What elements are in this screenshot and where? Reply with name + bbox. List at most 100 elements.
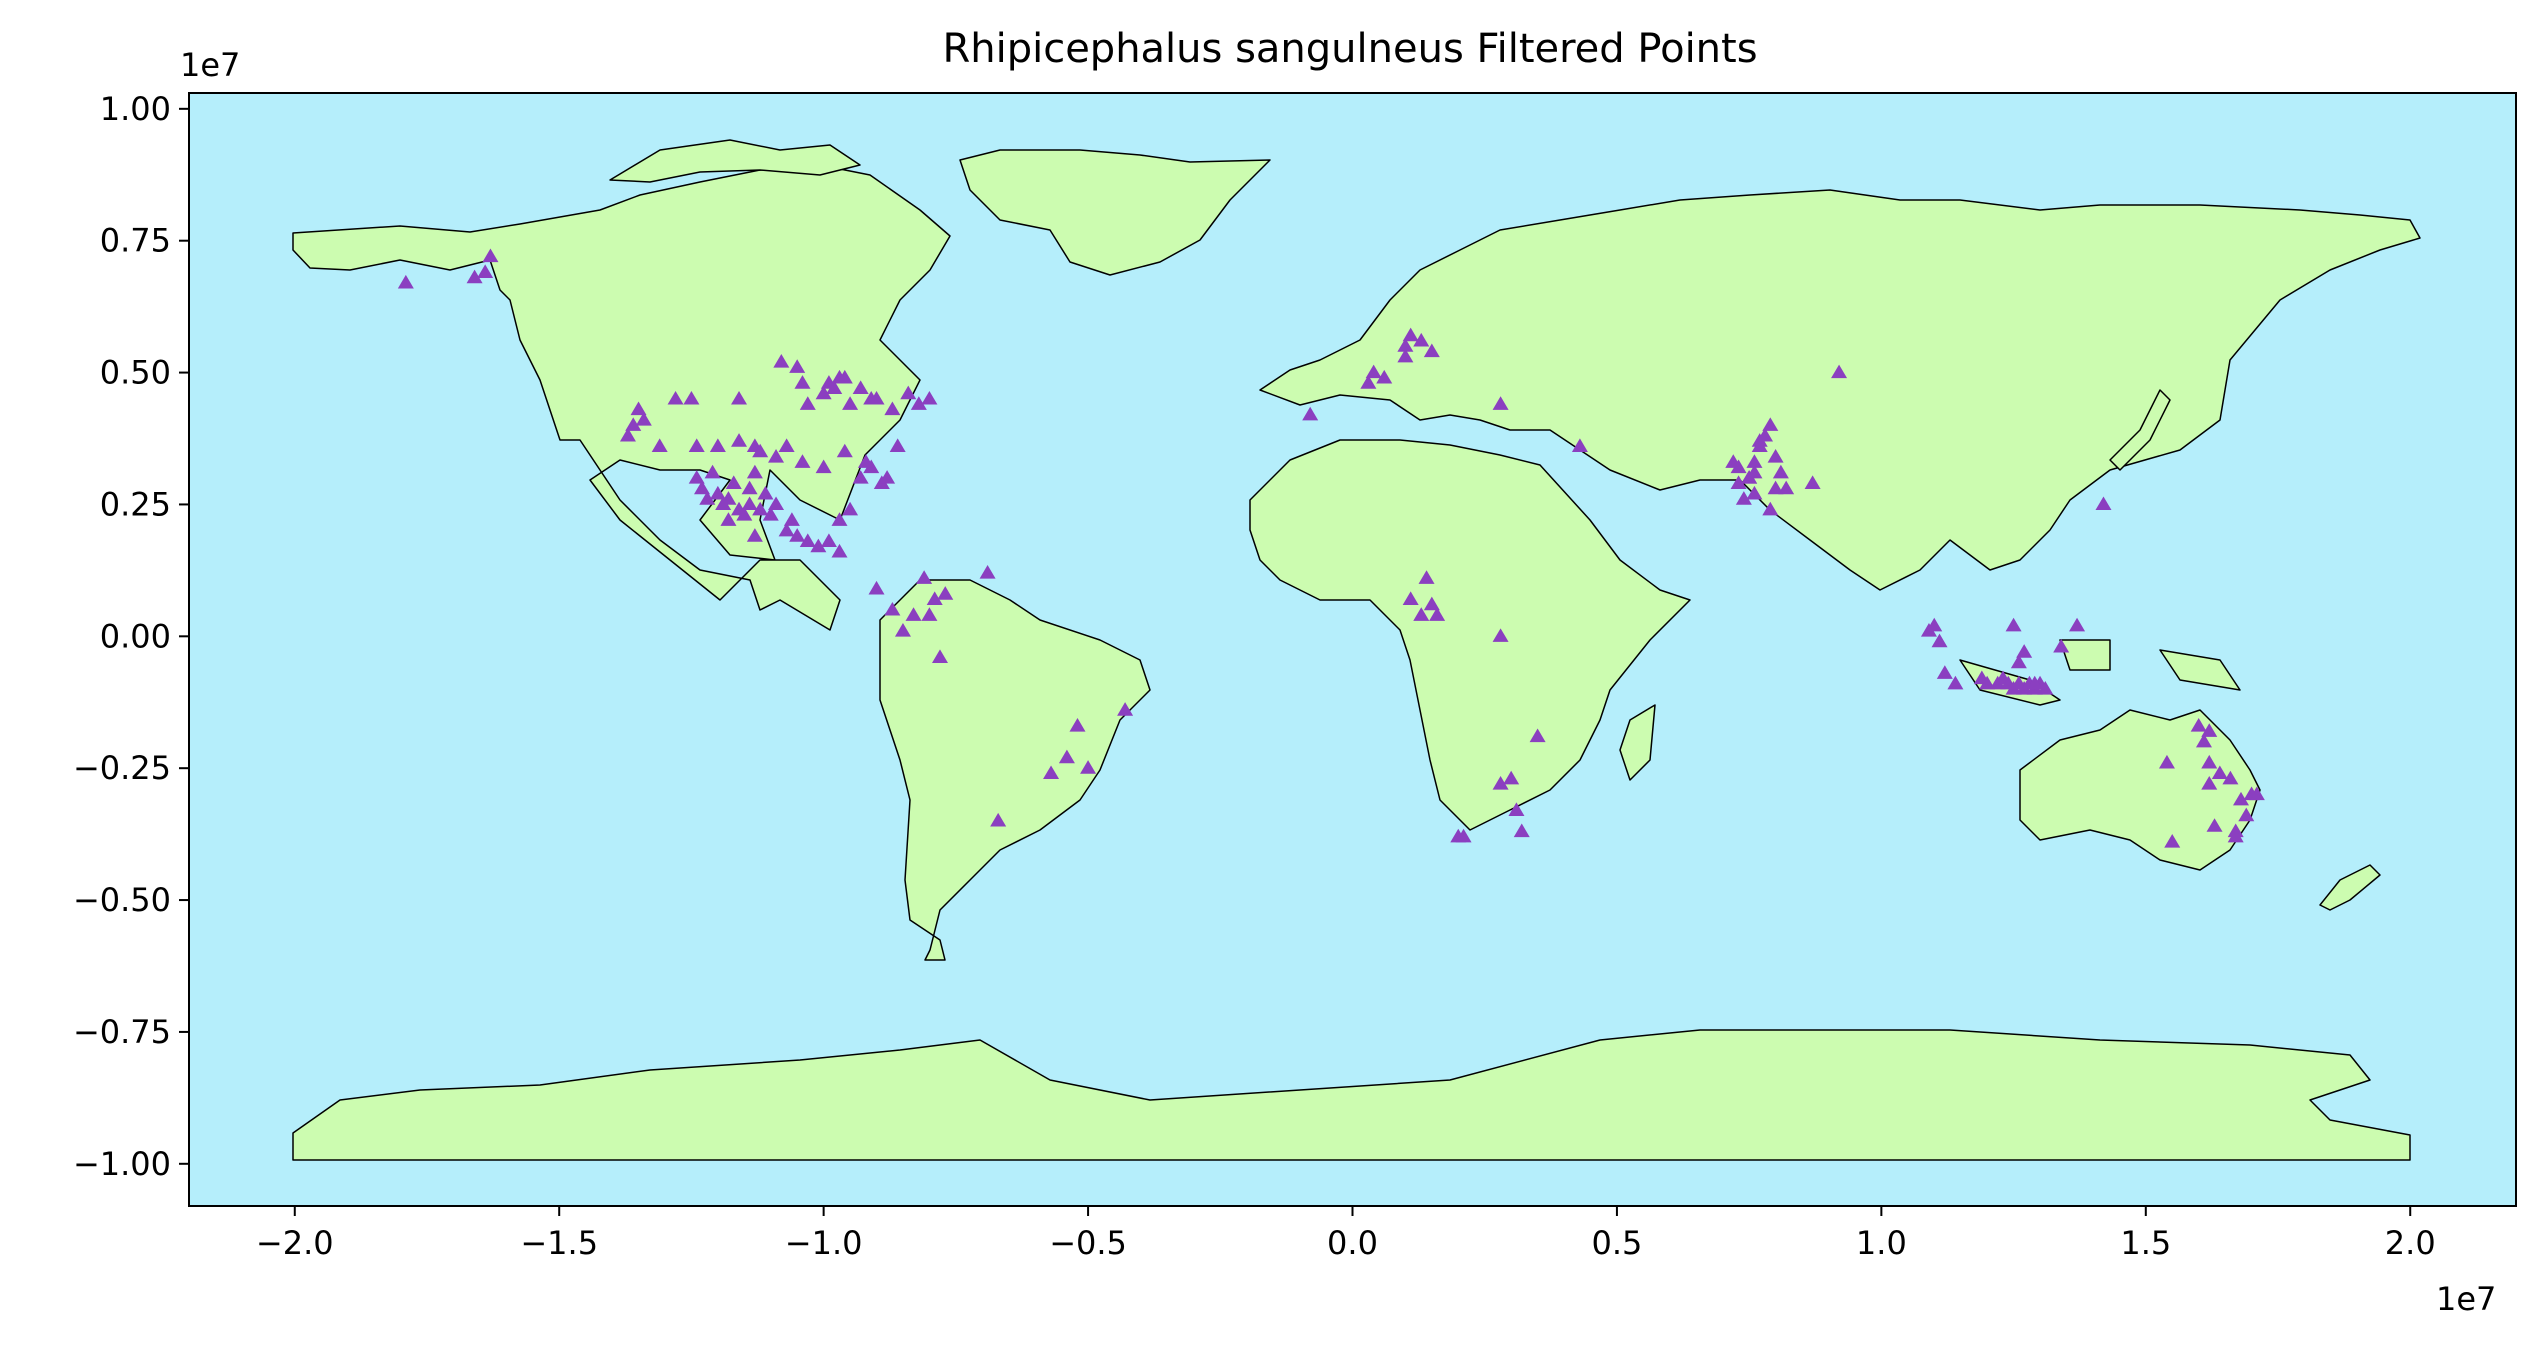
data-point bbox=[815, 385, 832, 400]
data-point bbox=[725, 475, 742, 489]
chart-title: Rhipicephalus sangulneus Filtered Points bbox=[942, 26, 1757, 72]
data-point bbox=[900, 385, 917, 400]
data-point bbox=[1423, 343, 1440, 358]
data-point bbox=[799, 533, 816, 547]
data-point bbox=[741, 480, 758, 495]
data-point bbox=[831, 512, 848, 526]
data-point bbox=[2248, 786, 2265, 801]
x-tick-label: −2.0 bbox=[256, 1224, 334, 1262]
data-point bbox=[1080, 760, 1097, 774]
data-point bbox=[741, 496, 758, 511]
data-point bbox=[1397, 348, 1414, 363]
data-point bbox=[2158, 754, 2175, 769]
data-point bbox=[852, 380, 869, 394]
data-point bbox=[1069, 717, 1086, 732]
data-point bbox=[477, 264, 494, 278]
data-point bbox=[1455, 828, 1472, 843]
data-point bbox=[868, 580, 885, 595]
data-point bbox=[736, 506, 753, 521]
data-point bbox=[1926, 617, 1943, 632]
japan-islands bbox=[2109, 389, 2171, 471]
data-point bbox=[1429, 607, 1446, 621]
data-point bbox=[1423, 596, 1440, 611]
data-point bbox=[1979, 675, 1996, 690]
south-america-landmass bbox=[879, 579, 1151, 961]
data-point bbox=[1762, 417, 1779, 431]
data-point bbox=[630, 401, 647, 416]
data-point bbox=[842, 396, 859, 410]
data-point bbox=[1418, 570, 1435, 584]
data-point bbox=[2201, 723, 2218, 737]
data-point bbox=[466, 269, 483, 284]
data-point bbox=[884, 601, 901, 616]
data-point bbox=[1735, 491, 1752, 505]
data-point bbox=[752, 443, 769, 458]
data-point bbox=[1492, 628, 1509, 642]
data-point bbox=[773, 354, 790, 368]
data-point bbox=[2227, 828, 2244, 843]
data-point bbox=[1365, 364, 1382, 379]
data-point bbox=[2232, 791, 2249, 806]
data-point bbox=[810, 538, 827, 553]
data-point bbox=[1804, 475, 1821, 489]
data-point bbox=[889, 438, 906, 453]
data-point bbox=[1492, 396, 1509, 410]
data-point bbox=[826, 380, 843, 394]
data-point bbox=[1947, 675, 1964, 690]
data-point bbox=[815, 459, 832, 474]
data-point bbox=[752, 501, 769, 516]
data-point bbox=[683, 390, 700, 405]
x-tick-label: 1.5 bbox=[2120, 1224, 2171, 1262]
data-point bbox=[842, 501, 859, 516]
data-point bbox=[715, 496, 732, 511]
data-point bbox=[789, 359, 806, 373]
y-tick-label: 0.00 bbox=[100, 617, 171, 655]
data-point bbox=[1376, 369, 1393, 384]
x-offset-label: 1e7 bbox=[2436, 1280, 2496, 1318]
data-point bbox=[688, 438, 705, 453]
data-point bbox=[1302, 406, 1319, 421]
africa-landmass bbox=[1249, 439, 1691, 831]
data-point bbox=[931, 649, 948, 664]
data-point bbox=[2201, 776, 2218, 790]
data-point bbox=[635, 412, 652, 426]
data-point bbox=[720, 512, 737, 526]
data-point bbox=[2053, 638, 2070, 653]
y-tick-label: 0.50 bbox=[100, 354, 171, 392]
data-point bbox=[921, 390, 938, 405]
data-point bbox=[619, 427, 636, 442]
data-point bbox=[1762, 501, 1779, 516]
data-point bbox=[799, 396, 816, 410]
x-tick-label: 1.0 bbox=[1856, 1224, 1907, 1262]
data-point bbox=[1402, 591, 1419, 605]
y-tick-label: 0.25 bbox=[100, 485, 171, 523]
data-point bbox=[836, 443, 853, 458]
data-point bbox=[1746, 485, 1763, 500]
data-point bbox=[746, 528, 763, 542]
data-point bbox=[916, 570, 933, 584]
data-point bbox=[482, 248, 499, 263]
madagascar-island bbox=[1619, 704, 1656, 781]
data-point bbox=[1529, 728, 1546, 743]
data-point bbox=[789, 528, 806, 542]
north-america-landmass bbox=[292, 164, 951, 631]
data-point bbox=[688, 470, 705, 484]
data-point bbox=[397, 274, 414, 289]
data-point bbox=[1492, 776, 1509, 790]
x-tick-label: −1.5 bbox=[520, 1224, 598, 1262]
data-point bbox=[2222, 770, 2239, 785]
y-tick-label: 1.00 bbox=[100, 90, 171, 128]
data-point bbox=[794, 375, 811, 389]
data-point bbox=[2238, 807, 2255, 822]
data-point bbox=[863, 390, 880, 405]
data-point bbox=[794, 454, 811, 468]
data-point bbox=[1778, 480, 1795, 495]
data-point bbox=[2005, 617, 2022, 632]
data-point bbox=[709, 485, 726, 500]
x-tick-label: −1.0 bbox=[785, 1224, 863, 1262]
data-point bbox=[1571, 438, 1588, 453]
data-point bbox=[778, 438, 795, 453]
x-tick-label: 0.0 bbox=[1327, 1224, 1378, 1262]
data-point bbox=[1751, 438, 1768, 453]
x-axis: −2.0 −1.5 −1.0 −0.5 0.0 0.5 1.0 1.5 2.0 bbox=[256, 1206, 2436, 1262]
